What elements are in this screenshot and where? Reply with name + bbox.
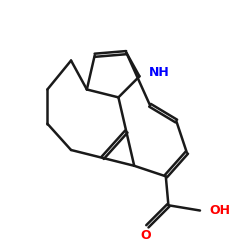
Text: O: O [141, 229, 151, 242]
Text: OH: OH [209, 204, 230, 217]
Text: NH: NH [149, 66, 170, 79]
